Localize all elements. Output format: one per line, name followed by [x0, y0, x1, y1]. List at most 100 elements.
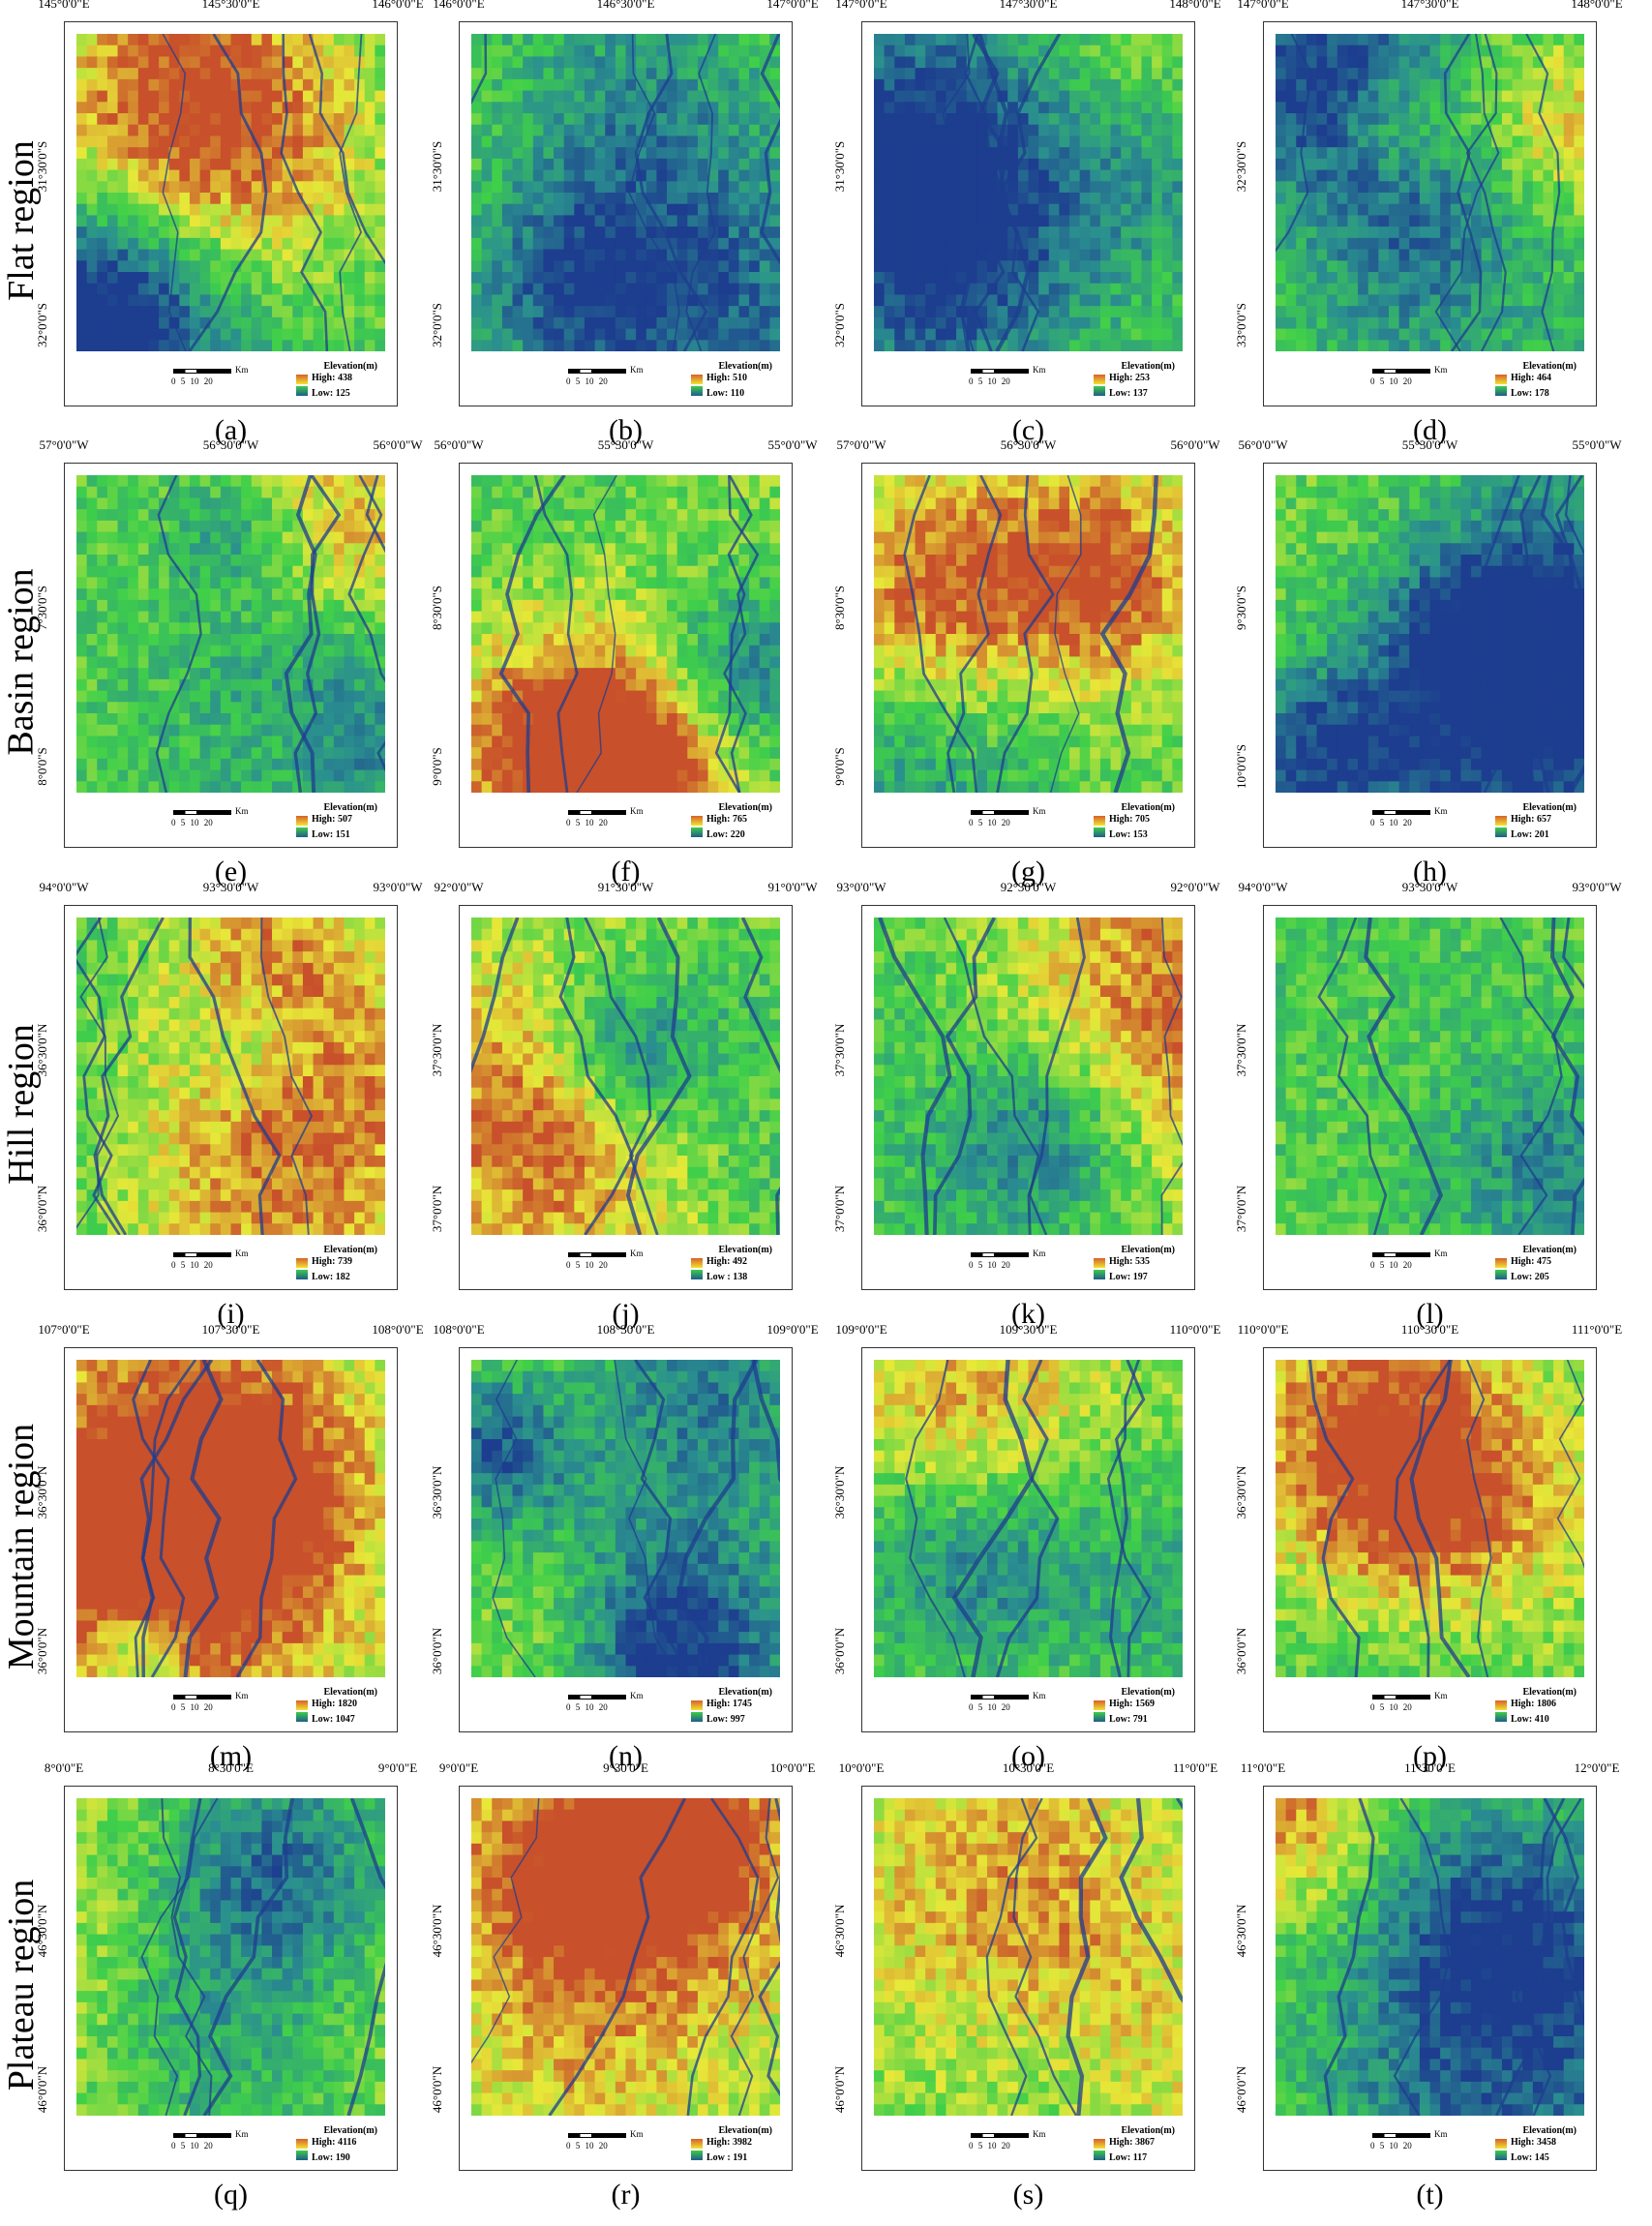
elevation-cell [1460, 181, 1472, 194]
elevation-cell [1419, 272, 1431, 285]
elevation-cell [313, 34, 324, 46]
elevation-cell [625, 294, 637, 307]
elevation-cell [1130, 203, 1143, 217]
elevation-cell [718, 565, 730, 579]
elevation-cell [1296, 90, 1307, 103]
elevation-cell [471, 135, 483, 148]
elevation-cell [759, 588, 770, 601]
elevation-cell [1450, 215, 1461, 227]
elevation-cell [1522, 102, 1534, 114]
elevation-cell [532, 656, 545, 669]
elevation-cell [554, 158, 565, 171]
elevation-cell [512, 475, 524, 488]
elevation-cell [718, 113, 730, 126]
elevation-cell [1079, 283, 1091, 296]
elevation-cell [1409, 316, 1421, 330]
elevation-cell [137, 622, 150, 635]
elevation-cell [148, 475, 160, 488]
elevation-cell [904, 158, 916, 171]
elevation-cell [282, 34, 293, 46]
elevation-cell [1429, 193, 1441, 205]
elevation-cell [1358, 193, 1369, 205]
elevation-cell [1347, 203, 1359, 217]
elevation-cell [718, 147, 730, 160]
elevation-cell [523, 634, 534, 647]
elevation-cell [189, 690, 201, 703]
elevation-cell [1501, 203, 1514, 217]
elevation-cell [1501, 45, 1514, 58]
elevation-cell [636, 486, 647, 499]
elevation-cell [512, 294, 524, 307]
elevation-cell [282, 486, 293, 499]
elevation-cell [759, 486, 770, 499]
elevation-cell [1316, 56, 1328, 69]
elevation-cell [159, 769, 170, 782]
elevation-cell [563, 678, 575, 692]
elevation-cell [323, 147, 335, 160]
elevation-cell [625, 702, 637, 714]
elevation-cell [168, 272, 180, 285]
elevation-cell [554, 169, 565, 182]
elevation-cell [471, 520, 483, 533]
elevation-cell [1028, 328, 1039, 341]
elevation-cell [375, 611, 385, 623]
elevation-cell [261, 68, 273, 80]
elevation-cell [543, 193, 555, 205]
elevation-cell [179, 294, 191, 307]
elevation-cell [563, 124, 575, 137]
elevation-cell [687, 520, 699, 533]
elevation-cell [554, 509, 565, 522]
scale-bar-ticks: 0 5 10 20 [171, 818, 213, 827]
elevation-cell [364, 169, 375, 182]
elevation-cell [375, 260, 385, 273]
elevation-cell [1501, 34, 1514, 46]
elevation-cell [667, 611, 678, 623]
elevation-cell [1007, 328, 1019, 341]
elevation-cell [302, 520, 315, 533]
elevation-cell [738, 272, 750, 285]
elevation-cell [1172, 113, 1183, 126]
elevation-cell [86, 181, 98, 194]
elevation-cell [728, 260, 740, 273]
legend-title: Elevation(m) [323, 802, 377, 813]
elevation-cell [241, 124, 253, 137]
elevation-cell [333, 486, 345, 499]
elevation-cell [471, 68, 483, 80]
elevation-cell [86, 645, 98, 658]
elevation-cell [697, 475, 709, 488]
elevation-cell [354, 181, 366, 194]
elevation-cell [543, 588, 555, 601]
elevation-cell [1398, 34, 1410, 46]
elevation-cell [97, 634, 108, 647]
elevation-cell [86, 555, 98, 567]
scale-bar-graphic [971, 369, 1029, 374]
elevation-cell [667, 577, 678, 589]
elevation-cell [667, 203, 678, 217]
elevation-cell [364, 543, 375, 556]
elevation-cell [179, 678, 191, 692]
row-label: Basin region [0, 463, 43, 861]
elevation-cell [532, 56, 545, 69]
elevation-cell [282, 702, 293, 714]
elevation-cell [97, 736, 108, 748]
elevation-cell [501, 634, 514, 647]
elevation-cell [1172, 316, 1183, 330]
legend-high-value: High: 507 [312, 814, 352, 825]
elevation-cell [728, 678, 740, 692]
elevation-cell [199, 611, 211, 623]
elevation-cell [605, 135, 616, 148]
elevation-cell [1090, 272, 1101, 285]
elevation-cell [656, 78, 668, 92]
elevation-cell [738, 306, 750, 318]
elevation-cell [137, 316, 150, 330]
elevation-cell [1563, 215, 1575, 227]
elevation-cell [354, 543, 366, 556]
elevation-cell [636, 531, 647, 544]
elevation-cell [563, 656, 575, 669]
elevation-cell [251, 724, 262, 737]
elevation-cell [272, 656, 284, 669]
elevation-cell [282, 736, 293, 748]
elevation-cell [159, 565, 170, 579]
elevation-cell [718, 260, 730, 273]
elevation-cell [230, 78, 242, 92]
